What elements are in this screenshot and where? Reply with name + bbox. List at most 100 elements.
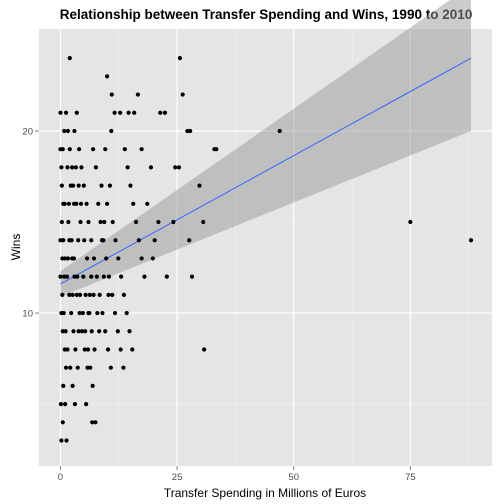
fit-line-layer [60, 57, 472, 285]
data-point [91, 147, 96, 152]
data-point [84, 201, 89, 206]
data-point [130, 347, 135, 352]
data-point [102, 219, 107, 225]
data-point [73, 165, 78, 170]
data-point [67, 238, 72, 243]
data-point [75, 365, 80, 370]
data-point [61, 201, 66, 206]
data-point [94, 274, 99, 279]
data-point [106, 292, 111, 297]
data-point [187, 238, 192, 243]
data-point [62, 274, 67, 279]
data-point [112, 110, 117, 115]
data-point [58, 110, 63, 115]
data-point [66, 201, 71, 206]
data-point [80, 310, 85, 316]
data-point [118, 347, 123, 352]
data-point [150, 256, 155, 261]
data-point [97, 292, 102, 297]
data-point [98, 219, 103, 225]
data-point [145, 201, 150, 206]
data-point [197, 183, 202, 188]
x-axis-ticks: 0 25 50 75 [58, 466, 416, 483]
data-point [60, 329, 65, 334]
data-point [119, 274, 124, 279]
data-point [83, 329, 88, 334]
data-point [74, 292, 79, 297]
data-point [171, 219, 176, 225]
data-point [58, 238, 63, 243]
data-point [176, 165, 182, 170]
data-point [69, 310, 74, 316]
data-point [70, 165, 75, 170]
data-point [128, 183, 133, 188]
data-point [277, 128, 282, 134]
data-point [70, 256, 75, 261]
data-point [89, 238, 94, 243]
data-point [85, 347, 91, 352]
data-point [68, 365, 73, 370]
data-point [82, 238, 87, 243]
data-point [408, 219, 413, 225]
data-point [65, 256, 71, 261]
data-point [92, 347, 97, 352]
y-axis-ticks: 10 20 [22, 126, 39, 320]
data-point [70, 383, 75, 388]
data-point [59, 165, 64, 170]
data-point [71, 201, 77, 206]
data-point [89, 329, 94, 334]
data-point [127, 329, 132, 334]
data-point [148, 165, 154, 170]
data-point [84, 401, 89, 407]
data-point [81, 183, 86, 188]
data-point [99, 238, 105, 243]
data-point [173, 165, 178, 170]
data-point [71, 329, 76, 334]
data-point [118, 110, 123, 115]
fit-line [60, 57, 472, 285]
data-point [76, 238, 81, 243]
data-point [79, 329, 85, 334]
x-tick-label: 25 [172, 472, 183, 483]
data-point [59, 310, 64, 316]
data-point [96, 201, 101, 206]
data-point [86, 310, 91, 316]
data-point [79, 165, 84, 170]
data-point [121, 292, 127, 297]
data-point [106, 274, 112, 279]
data-point [125, 165, 130, 170]
x-axis-title: Transfer Spending in Millions of Euros [164, 486, 366, 500]
data-point [82, 347, 87, 352]
data-point [107, 183, 113, 188]
data-point [105, 74, 110, 79]
data-point [121, 365, 126, 370]
data-point [58, 274, 63, 279]
data-point [116, 256, 121, 261]
data-point [58, 401, 64, 407]
data-point [65, 165, 70, 170]
data-point [72, 274, 77, 279]
x-tick-label: 50 [288, 472, 299, 483]
data-point [67, 292, 72, 297]
data-point [189, 274, 195, 279]
data-point [95, 310, 100, 316]
data-point [112, 310, 118, 316]
data-point [135, 92, 141, 97]
data-point [101, 274, 106, 279]
data-point [152, 238, 157, 243]
data-point [139, 256, 144, 261]
data-point [70, 183, 76, 188]
data-point [180, 92, 185, 97]
data-point [100, 310, 105, 316]
data-point [214, 147, 219, 152]
data-point [126, 110, 131, 115]
data-point [103, 329, 108, 334]
data-point [97, 329, 102, 334]
data-point [202, 347, 207, 352]
data-point [60, 256, 65, 261]
data-points [58, 56, 474, 443]
data-point [201, 219, 206, 225]
data-point [78, 201, 84, 206]
data-point [99, 183, 104, 188]
